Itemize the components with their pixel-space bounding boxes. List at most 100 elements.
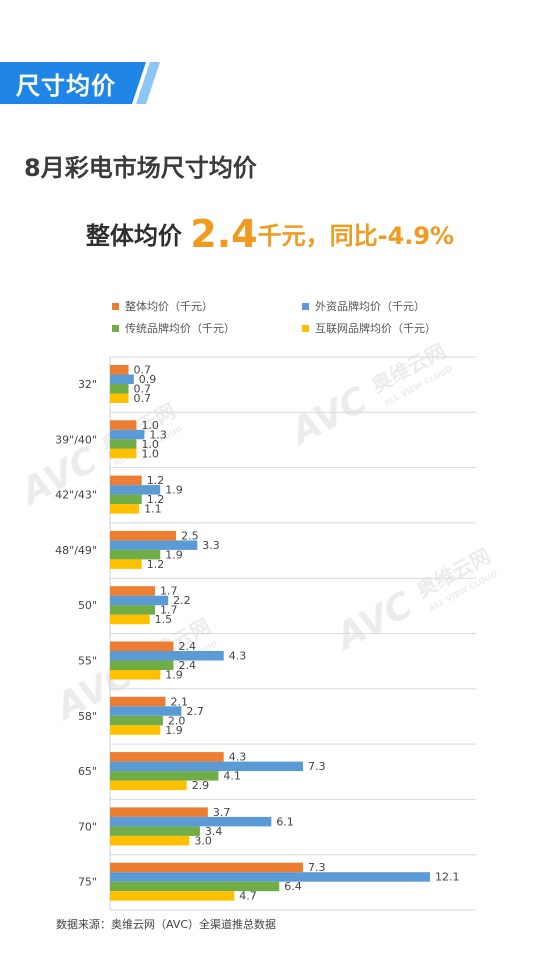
bar [110, 706, 182, 716]
bar [110, 439, 137, 449]
data-label: 1.9 [165, 484, 183, 497]
legend-swatch [112, 324, 119, 332]
bar [110, 485, 161, 495]
bar [110, 374, 134, 384]
data-label: 1.9 [165, 724, 183, 737]
bar [110, 641, 174, 651]
data-label: 0.7 [134, 383, 152, 396]
data-label: 1.7 [160, 585, 178, 598]
data-label: 2.5 [181, 529, 199, 542]
chart-legend: 整体均价（千元） 外资品牌均价（千元） 传统品牌均价（千元） 互联网品牌均价（千… [112, 298, 472, 338]
bar [110, 540, 198, 550]
data-label: 2.2 [173, 594, 191, 607]
headline-suffix: 千元，同比 [257, 222, 378, 250]
data-label: 2.1 [171, 695, 189, 708]
bar [110, 605, 155, 615]
page-subtitle: 8月彩电市场尺寸均价 [24, 154, 257, 182]
data-label: 6.4 [284, 880, 302, 893]
category-label: 32" [78, 378, 97, 391]
data-label: 1.2 [147, 493, 165, 506]
category-label: 50" [78, 599, 97, 612]
data-label: 1.1 [144, 503, 162, 516]
legend-item-internet: 互联网品牌均价（千元） [302, 320, 436, 336]
legend-swatch [302, 302, 309, 310]
bar [110, 429, 145, 440]
legend-label: 外资品牌均价（千元） [315, 300, 425, 313]
data-label: 1.7 [160, 604, 178, 617]
data-label: 1.3 [149, 428, 167, 441]
chart-labels: 32"0.70.90.70.739"/40"1.01.31.01.042"/43… [55, 364, 459, 903]
headline: 整体均价 2.4千元，同比-4.9% [0, 212, 540, 256]
headline-yoy: -4.9% [377, 222, 455, 250]
data-label: 2.4 [178, 640, 196, 653]
category-label: 48"/49" [55, 544, 97, 557]
data-label: 4.3 [229, 751, 247, 764]
section-tag: 尺寸均价 [0, 60, 160, 104]
bar [110, 504, 140, 514]
bar [110, 448, 137, 459]
bar [110, 530, 177, 541]
legend-item-foreign: 外资品牌均价（千元） [302, 298, 425, 314]
category-label: 55" [78, 655, 97, 668]
bar [110, 696, 166, 707]
legend-item-overall: 整体均价（千元） [112, 298, 213, 314]
bar [110, 752, 224, 762]
bar [110, 771, 219, 781]
legend-swatch [112, 302, 119, 310]
data-label: 3.7 [213, 806, 231, 819]
bar [110, 393, 129, 403]
bar [110, 549, 161, 560]
data-label: 4.1 [223, 770, 241, 783]
category-label: 75" [78, 876, 97, 889]
data-label: 1.9 [165, 669, 183, 682]
headline-prefix: 整体均价 [85, 222, 182, 250]
bar [110, 494, 142, 505]
bar [110, 420, 137, 430]
watermark-logo: AVC [327, 584, 420, 659]
data-label: 1.0 [141, 438, 159, 451]
bar [110, 761, 304, 772]
data-label: 1.5 [155, 613, 173, 626]
data-label: 2.4 [178, 659, 196, 672]
bar [110, 862, 304, 873]
section-tag-shape [0, 62, 160, 104]
bar [110, 384, 129, 394]
bar [110, 670, 161, 680]
data-label: 7.3 [308, 861, 326, 874]
bar [110, 475, 142, 486]
bar [110, 725, 161, 735]
data-label: 3.3 [202, 539, 220, 552]
watermark-logo: AVC [12, 439, 105, 514]
bar [110, 365, 129, 375]
data-label: 1.0 [141, 419, 159, 432]
category-label: 65" [78, 765, 97, 778]
bar [110, 559, 142, 569]
data-label: 3.4 [205, 825, 223, 838]
data-label: 1.0 [141, 447, 159, 460]
bar [110, 816, 272, 827]
bar [110, 614, 150, 625]
data-label: 1.2 [147, 474, 165, 487]
headline-value: 2.4 [190, 212, 258, 256]
category-label: 58" [78, 710, 97, 723]
bar [110, 826, 200, 836]
data-label: 3.0 [194, 834, 212, 847]
data-label: 6.1 [276, 815, 294, 828]
data-label: 1.9 [165, 548, 183, 561]
bar [110, 891, 235, 901]
data-label: 0.9 [139, 373, 157, 386]
bar [110, 881, 280, 892]
data-label: 2.7 [186, 705, 204, 718]
data-label: 0.7 [134, 364, 152, 377]
data-label: 1.2 [147, 558, 165, 571]
legend-label: 整体均价（千元） [125, 300, 213, 313]
legend-label: 传统品牌均价（千元） [125, 322, 235, 335]
legend-label: 互联网品牌均价（千元） [315, 322, 436, 335]
bar [110, 651, 224, 661]
bar [110, 660, 174, 670]
bar [110, 595, 169, 606]
category-label: 39"/40" [55, 433, 97, 446]
